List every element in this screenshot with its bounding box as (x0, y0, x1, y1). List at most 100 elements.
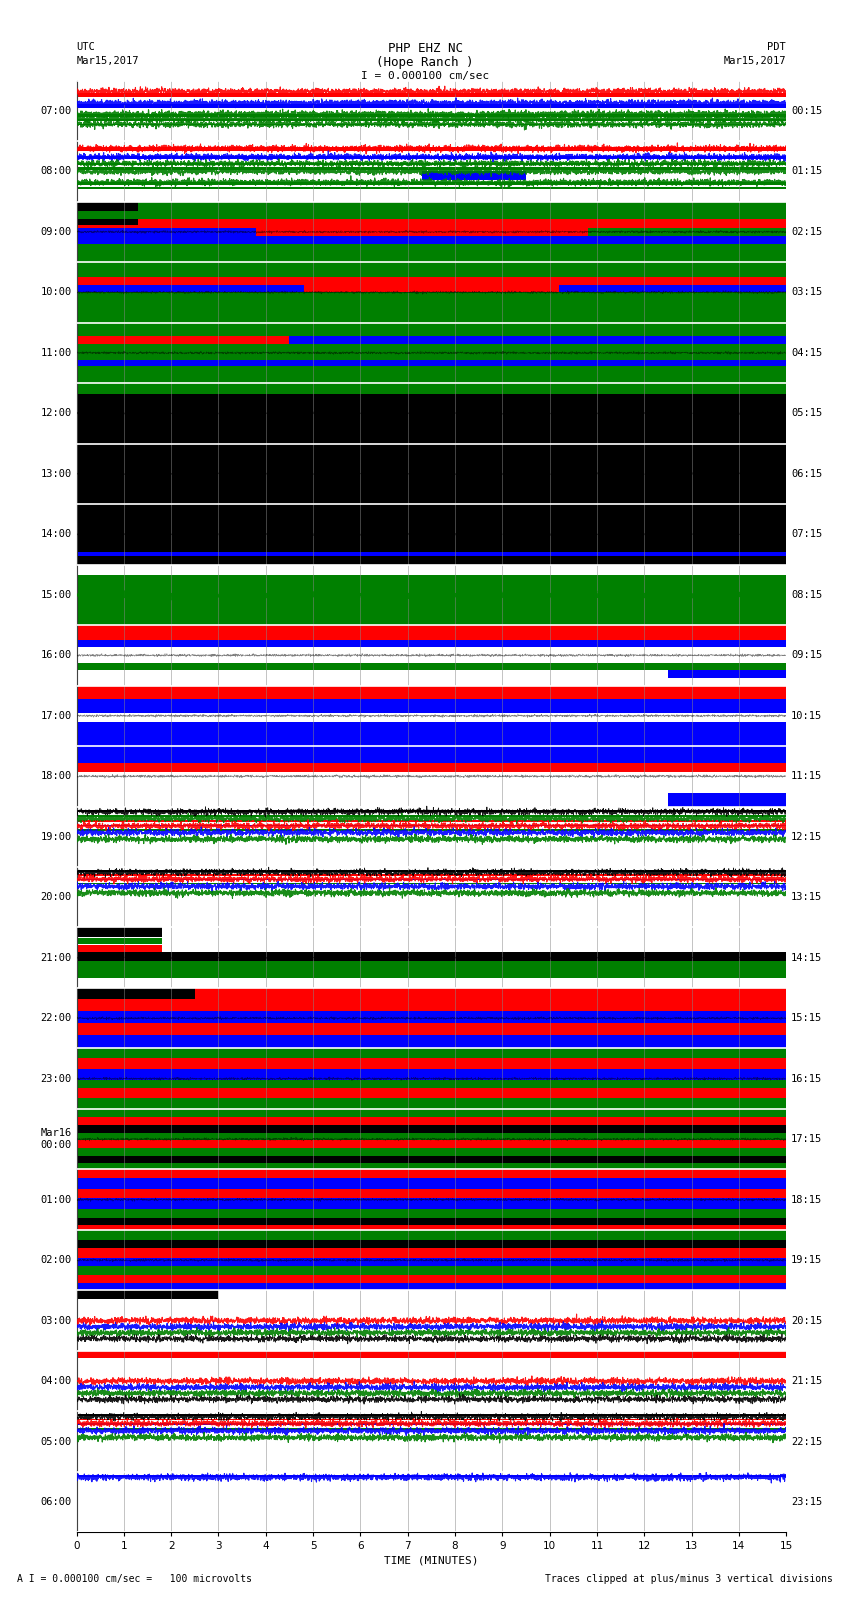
Bar (76, 869, 786, 873)
Bar (76, 987, 195, 998)
Bar (76, 773, 786, 794)
Bar (76, 1148, 786, 1157)
Bar (76, 1229, 786, 1239)
Bar (76, 1239, 786, 1248)
Bar (76, 713, 786, 723)
Text: A I = 0.000100 cm/sec =   100 microvolts: A I = 0.000100 cm/sec = 100 microvolts (17, 1574, 252, 1584)
Bar (76, 300, 786, 306)
Bar (76, 595, 786, 603)
Bar (76, 1258, 786, 1266)
Bar (76, 763, 786, 773)
Bar (76, 723, 786, 747)
Bar (668, 794, 786, 806)
Bar (76, 1069, 786, 1081)
Bar (289, 969, 587, 977)
Bar (76, 663, 786, 671)
Bar (76, 1423, 786, 1426)
Bar (76, 747, 786, 763)
Text: (Hope Ranch ): (Hope Ranch ) (377, 56, 473, 69)
Bar (76, 187, 786, 189)
Bar (76, 927, 162, 937)
Bar (76, 394, 786, 444)
Bar (76, 686, 786, 698)
Bar (76, 1189, 786, 1198)
Bar (257, 227, 587, 235)
Bar (76, 227, 257, 235)
Bar (76, 124, 786, 126)
Bar (76, 1413, 786, 1416)
Bar (76, 574, 786, 584)
Bar (195, 987, 786, 998)
Bar (76, 219, 786, 227)
Bar (76, 168, 786, 169)
Bar (76, 505, 786, 565)
Bar (76, 103, 786, 108)
Bar (76, 1300, 218, 1307)
Text: PHP EHZ NC: PHP EHZ NC (388, 42, 462, 55)
Bar (76, 556, 786, 565)
Bar (76, 182, 786, 185)
Bar (76, 244, 786, 252)
Bar (76, 1471, 786, 1532)
Bar (76, 815, 786, 816)
Bar (76, 1428, 786, 1429)
Bar (76, 961, 786, 969)
Bar (76, 1140, 786, 1148)
Bar (76, 1284, 786, 1290)
Bar (76, 1411, 786, 1471)
Bar (76, 1036, 786, 1048)
Bar (76, 868, 786, 927)
Bar (76, 1132, 786, 1140)
Bar (289, 336, 786, 344)
Text: Mar15,2017: Mar15,2017 (76, 56, 139, 66)
Bar (76, 969, 786, 977)
Bar (76, 819, 786, 821)
Bar (76, 163, 786, 166)
Bar (76, 553, 786, 556)
Bar (76, 998, 786, 1011)
Bar (76, 1208, 786, 1218)
Bar (422, 171, 526, 181)
Bar (76, 142, 786, 202)
Bar (303, 286, 559, 292)
Bar (76, 698, 786, 713)
Bar (76, 1218, 786, 1226)
Text: PDT: PDT (768, 42, 786, 52)
Bar (76, 613, 786, 626)
Bar (668, 671, 786, 679)
Bar (76, 937, 162, 944)
Bar (76, 444, 786, 505)
Bar (76, 286, 303, 292)
Bar (76, 1474, 786, 1478)
Bar (76, 1163, 786, 1169)
Bar (76, 235, 786, 244)
Bar (76, 1089, 786, 1098)
Bar (76, 1248, 786, 1258)
Bar (76, 1179, 786, 1189)
Bar (76, 1116, 786, 1124)
Bar (502, 235, 786, 244)
Bar (76, 1081, 786, 1089)
Bar (76, 1352, 786, 1358)
Text: I = 0.000100 cm/sec: I = 0.000100 cm/sec (361, 71, 489, 81)
Bar (76, 156, 786, 160)
Bar (76, 824, 786, 826)
Bar (76, 647, 786, 663)
Bar (76, 119, 786, 121)
Bar (76, 806, 786, 868)
Bar (76, 1058, 786, 1069)
Bar (76, 626, 786, 632)
Bar (76, 94, 786, 97)
Bar (76, 147, 786, 152)
Bar (76, 829, 786, 831)
Bar (76, 632, 786, 640)
Bar (76, 81, 786, 142)
Bar (76, 1198, 786, 1208)
Bar (76, 640, 786, 647)
Bar (76, 360, 786, 366)
Bar (76, 384, 786, 394)
Text: UTC: UTC (76, 42, 95, 52)
Bar (76, 810, 786, 811)
Bar (559, 286, 786, 292)
Bar (76, 1419, 786, 1421)
